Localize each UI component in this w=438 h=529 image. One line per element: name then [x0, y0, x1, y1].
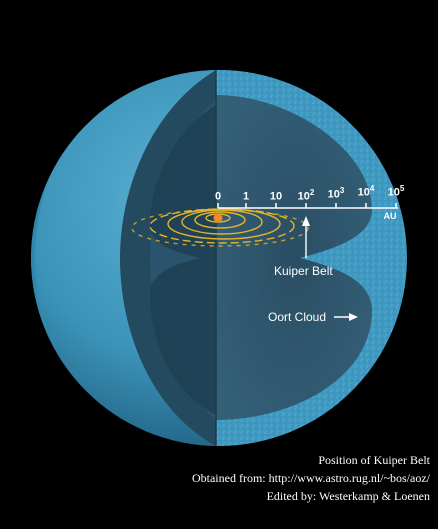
caption-title: Position of Kuiper Belt: [318, 453, 430, 467]
sun-icon: [213, 213, 223, 223]
distance-scale: [217, 203, 398, 209]
tick-label: 10: [269, 190, 283, 203]
tick-label: 104: [357, 184, 375, 199]
kuiper-belt-label: Kuiper Belt: [274, 264, 333, 278]
scale-unit: AU: [383, 211, 397, 221]
oort-cloud-arrow: [334, 313, 358, 321]
caption-source: Obtained from: http://www.astro.rug.nl/~…: [191, 471, 430, 485]
tick-label: 105: [387, 184, 405, 199]
oort-cloud-label: Oort Cloud: [268, 310, 327, 324]
tick-label: 0: [214, 190, 222, 203]
tick-label: 1: [242, 190, 250, 203]
inner-hollow: [216, 95, 372, 420]
kuiper-belt-arrow: [302, 216, 310, 258]
tick-label: 103: [327, 186, 345, 201]
kuiper-belt-orbits: [131, 208, 309, 247]
caption-credits: Edited by: Westerkamp & Loenen: [266, 489, 430, 503]
tick-label: 102: [297, 188, 315, 203]
